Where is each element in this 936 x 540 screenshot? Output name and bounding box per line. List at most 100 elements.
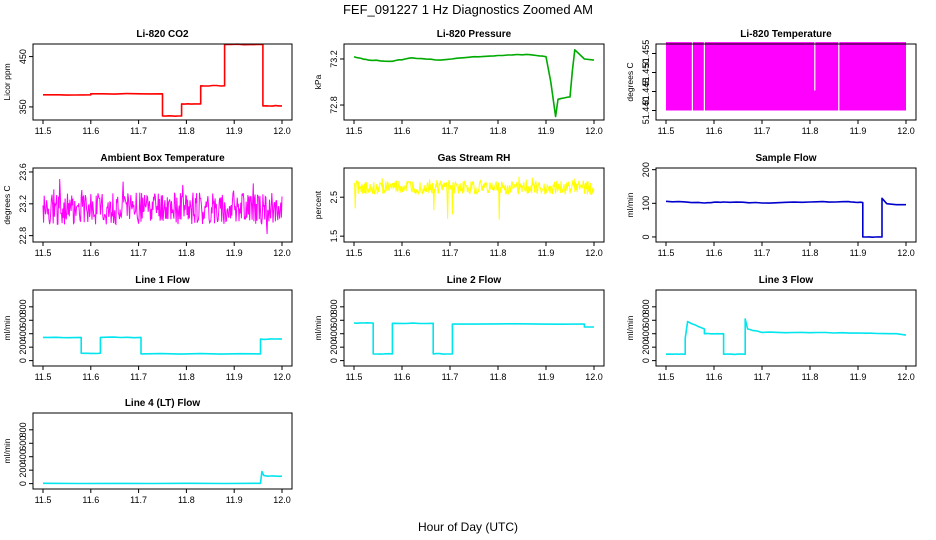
plot-frame bbox=[343, 289, 605, 367]
y-tick-label: 800 bbox=[329, 299, 339, 314]
y-axis-label: ml/min bbox=[625, 315, 635, 340]
y-tick-label: 23.2 bbox=[18, 195, 28, 213]
y-tick-label: 400 bbox=[18, 326, 28, 341]
x-tick-label: 11.9 bbox=[850, 126, 867, 136]
y-tick-label: 200 bbox=[641, 340, 651, 355]
y-tick-label: 800 bbox=[18, 422, 28, 437]
y-tick-label: 400 bbox=[18, 449, 28, 464]
y-tick-label: 73.2 bbox=[329, 50, 339, 68]
y-tick-label: 0 bbox=[18, 358, 28, 363]
plot-frame bbox=[32, 289, 293, 367]
x-tick-label: 11.5 bbox=[658, 248, 675, 258]
panel-title: Line 3 Flow bbox=[759, 275, 814, 286]
series-line bbox=[42, 470, 283, 485]
y-tick-label: 51.450 bbox=[641, 59, 651, 87]
y-tick-label: 2.5 bbox=[329, 191, 339, 204]
y-tick-label: 800 bbox=[18, 299, 28, 314]
panel-title: Li-820 Temperature bbox=[740, 29, 832, 40]
y-tick-label: 1.5 bbox=[329, 230, 339, 243]
x-tick-label: 11.7 bbox=[130, 126, 147, 136]
y-tick-label: 450 bbox=[18, 49, 28, 64]
panel-10: Line 4 (LT) Flow 11.5 11.6 11.7 11.8 11.9 12.0… bbox=[2, 398, 293, 505]
x-tick-label: 11.6 bbox=[82, 372, 99, 382]
x-tick-label: 11.9 bbox=[850, 248, 867, 258]
x-tick-label: 11.8 bbox=[490, 248, 507, 258]
y-axis-label: ml/min bbox=[313, 315, 323, 340]
temperature-band bbox=[666, 42, 906, 111]
x-tick-label: 11.5 bbox=[35, 495, 52, 505]
panel-3: Li-820 Temperature 11.5 11.6 11.7 11.8 11.9 12… bbox=[625, 29, 917, 136]
x-tick-label: 11.7 bbox=[442, 372, 459, 382]
x-tick-label: 11.5 bbox=[35, 372, 52, 382]
x-tick-label: 11.9 bbox=[226, 126, 243, 136]
series-line bbox=[43, 336, 283, 355]
panel-4: Ambient Box Temperature 11.5 11.6 11.7 11.8 1… bbox=[2, 153, 293, 258]
plot-frame bbox=[655, 43, 917, 121]
x-tick-label: 11.7 bbox=[442, 126, 459, 136]
y-tick-label: 400 bbox=[641, 326, 651, 341]
y-axis-label: ml/min bbox=[625, 192, 635, 217]
x-tick-label: 11.8 bbox=[490, 126, 507, 136]
y-tick-label: 0 bbox=[641, 358, 651, 363]
y-tick-label: 400 bbox=[329, 326, 339, 341]
figure-x-axis-label: Hour of Day (UTC) bbox=[418, 520, 518, 534]
x-tick-label: 11.6 bbox=[394, 248, 411, 258]
panel-title: Gas Stream RH bbox=[438, 153, 511, 164]
x-tick-label: 11.5 bbox=[35, 126, 52, 136]
y-tick-label: 200 bbox=[641, 162, 651, 177]
series-line bbox=[353, 48, 595, 118]
x-tick-label: 11.5 bbox=[658, 126, 675, 136]
x-tick-label: 11.7 bbox=[130, 248, 147, 258]
y-tick-label: 200 bbox=[329, 340, 339, 355]
x-tick-label: 11.5 bbox=[346, 372, 363, 382]
panel-title: Sample Flow bbox=[755, 153, 816, 164]
x-tick-label: 11.8 bbox=[802, 126, 819, 136]
panel-6: Sample Flow 11.5 11.6 11.7 11.8 11.9 12.0 0 100 2… bbox=[625, 153, 917, 258]
x-tick-label: 11.7 bbox=[442, 248, 459, 258]
panel-2: Li-820 Pressure 11.5 11.6 11.7 11.8 11.9 12.0 7… bbox=[313, 29, 605, 136]
y-tick-label: 600 bbox=[329, 313, 339, 328]
x-tick-label: 12.0 bbox=[585, 372, 603, 382]
x-tick-label: 11.7 bbox=[130, 495, 147, 505]
y-tick-label: 51.445 bbox=[641, 78, 651, 106]
y-tick-label: 600 bbox=[18, 313, 28, 328]
x-tick-label: 11.6 bbox=[706, 126, 723, 136]
y-axis-label: Licor ppm bbox=[2, 63, 12, 100]
y-tick-label: 72.8 bbox=[329, 96, 339, 114]
panels-group: Li-820 CO2 11.5 11.6 11.7 11.8 11.9 12.0 350 450… bbox=[2, 29, 917, 505]
y-tick-label: 0 bbox=[18, 481, 28, 486]
y-tick-label: 0 bbox=[641, 234, 651, 239]
x-tick-label: 11.6 bbox=[706, 372, 723, 382]
x-tick-label: 11.5 bbox=[346, 126, 363, 136]
x-tick-label: 11.9 bbox=[850, 372, 867, 382]
y-axis-label: ml/min bbox=[2, 438, 12, 463]
x-tick-label: 11.6 bbox=[82, 495, 99, 505]
x-tick-label: 11.8 bbox=[178, 248, 195, 258]
y-axis-label: kPa bbox=[313, 74, 323, 89]
x-tick-label: 11.8 bbox=[178, 372, 195, 382]
y-axis-label: percent bbox=[313, 190, 323, 219]
x-tick-label: 12.0 bbox=[897, 372, 915, 382]
y-tick-label: 200 bbox=[18, 463, 28, 478]
panel-title: Line 1 Flow bbox=[135, 275, 190, 286]
x-tick-label: 12.0 bbox=[273, 372, 291, 382]
y-axis-label: ml/min bbox=[2, 315, 12, 340]
panel-9: Line 3 Flow 11.5 11.6 11.7 11.8 11.9 12.0 0 2004… bbox=[625, 275, 917, 382]
x-tick-label: 11.6 bbox=[82, 248, 99, 258]
x-tick-label: 11.6 bbox=[706, 248, 723, 258]
x-tick-label: 11.9 bbox=[226, 495, 243, 505]
series-line bbox=[43, 43, 282, 117]
x-tick-label: 11.8 bbox=[178, 126, 195, 136]
x-tick-label: 12.0 bbox=[897, 248, 915, 258]
panel-title: Line 4 (LT) Flow bbox=[125, 398, 201, 409]
plot-frame bbox=[655, 167, 917, 243]
panel-5: Gas Stream RH 11.5 11.6 11.7 11.8 11.9 12.0 1.5… bbox=[313, 153, 605, 258]
y-axis-label: degrees C bbox=[2, 185, 12, 224]
series-line bbox=[665, 318, 907, 356]
x-tick-label: 11.5 bbox=[346, 248, 363, 258]
plot-frame bbox=[32, 167, 293, 243]
x-tick-label: 11.6 bbox=[82, 126, 99, 136]
plot-frame bbox=[32, 43, 293, 121]
y-tick-label: 600 bbox=[641, 313, 651, 328]
series-line bbox=[665, 197, 906, 238]
